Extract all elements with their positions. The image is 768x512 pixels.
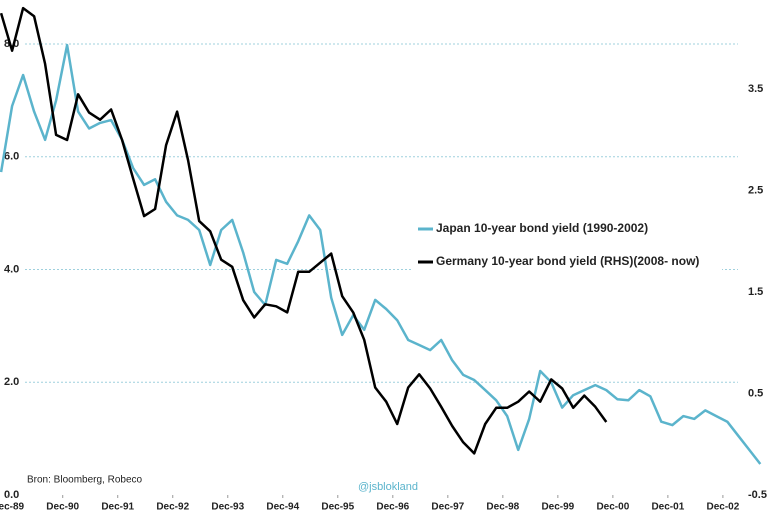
y-tick-label: 2.0 xyxy=(4,376,19,388)
y2-tick-label: 2.5 xyxy=(748,185,763,197)
y-tick-label: 0.0 xyxy=(4,489,19,501)
series-line xyxy=(0,6,608,455)
x-tick-label: Dec-95 xyxy=(321,502,354,512)
y2-tick-label: -0.5 xyxy=(748,489,767,501)
x-tick-label: Dec-02 xyxy=(706,502,739,512)
y-tick-label: 4.0 xyxy=(4,263,19,275)
y2-tick-label: 3.5 xyxy=(748,83,763,95)
legend-label: Germany 10-year bond yield (RHS)(2008- n… xyxy=(436,254,699,268)
x-tick-label: Dec-00 xyxy=(596,502,629,512)
series-line xyxy=(0,43,762,465)
x-tick-label: Dec-01 xyxy=(651,502,684,512)
y-tick-label: 6.0 xyxy=(4,151,19,163)
x-tick-label: Dec-89 xyxy=(0,502,25,512)
x-tick-label: Dec-97 xyxy=(431,502,464,512)
x-tick-label: Dec-99 xyxy=(541,502,574,512)
legend-box xyxy=(412,215,722,273)
x-tick-label: Dec-92 xyxy=(156,502,189,512)
x-tick-label: Dec-96 xyxy=(376,502,409,512)
x-tick-label: Dec-94 xyxy=(266,502,299,512)
x-tick-label: Dec-90 xyxy=(46,502,79,512)
x-tick-label: Dec-93 xyxy=(211,502,244,512)
source-note: Bron: Bloomberg, Robeco xyxy=(27,475,143,486)
y2-tick-label: 1.5 xyxy=(748,286,763,298)
x-tick-label: Dec-91 xyxy=(101,502,134,512)
y2-tick-label: 0.5 xyxy=(748,387,763,399)
x-tick-label: Dec-98 xyxy=(486,502,519,512)
watermark: @jsblokland xyxy=(358,481,418,493)
legend-label: Japan 10-year bond yield (1990-2002) xyxy=(436,221,648,235)
